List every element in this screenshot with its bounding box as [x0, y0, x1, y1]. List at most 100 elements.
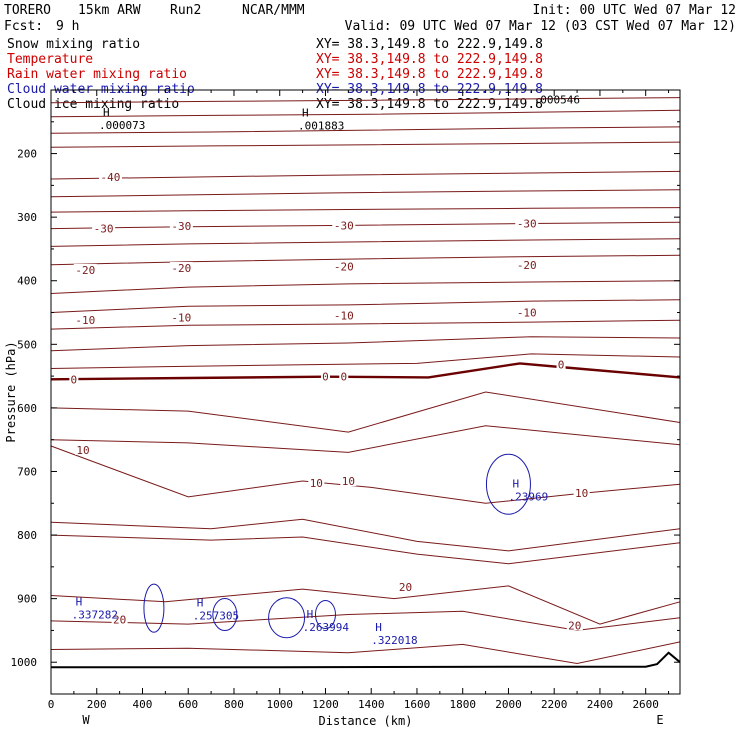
contour-label: -20 — [75, 264, 95, 277]
temperature-contour — [50, 299, 681, 313]
contour-label: -10 — [75, 314, 95, 327]
contour-label-bg — [73, 314, 97, 326]
freezing-level-contour — [50, 362, 681, 381]
terrain-line — [51, 651, 681, 669]
maximum-mark: H — [307, 608, 314, 621]
x-tick-label: 200 — [87, 698, 107, 711]
run-label: Run2 — [170, 3, 201, 18]
x-tick-label: 2600 — [632, 698, 659, 711]
temperature-contour — [50, 319, 681, 330]
x-tick-label: 2400 — [587, 698, 614, 711]
contour-label-bg — [515, 258, 539, 270]
contour-label: 0 — [558, 359, 565, 372]
field-xy-range: XY= 38.3,149.8 to 222.9,149.8 — [316, 67, 543, 82]
maximum-mark: H — [302, 106, 309, 119]
x-tick-label: 1200 — [312, 698, 339, 711]
maximum-mark: H — [512, 478, 519, 491]
contour-label: -30 — [171, 220, 191, 233]
contour-label-bg — [566, 619, 583, 631]
cloud-water-contour — [212, 598, 238, 632]
maximum-value-label: .257305 — [193, 610, 239, 623]
field-name: Cloud ice mixing ratio — [7, 97, 179, 112]
maximum-value-label: .322018 — [371, 634, 417, 647]
contour-label: -10 — [171, 312, 191, 325]
contour-label: -20 — [334, 261, 354, 274]
maximum-value-label: .000073 — [99, 119, 145, 132]
contour-label-bg — [332, 219, 356, 231]
contour-label-bg — [515, 217, 539, 229]
org-label: NCAR/MMM — [242, 3, 305, 18]
cloud-water-contour — [143, 583, 165, 633]
contour-label-bg — [573, 487, 590, 499]
temperature-contour — [50, 280, 681, 294]
x-tick-label: 800 — [224, 698, 244, 711]
temperature-contour — [50, 518, 681, 552]
contour-label-bg — [339, 370, 349, 382]
contour-label: 0 — [340, 371, 347, 384]
contour-label: 0 — [71, 373, 78, 386]
contour-label-bg — [332, 309, 356, 321]
contour-label: 0 — [322, 371, 329, 384]
field-name: Rain water mixing ratio — [7, 67, 187, 82]
contour-label: 20 — [113, 614, 126, 627]
temperature-contour — [50, 109, 681, 118]
maximum-value-label: .337282 — [72, 608, 118, 621]
field-xy-range: XY= 38.3,149.8 to 222.9,149.8 — [316, 37, 543, 52]
maximum-mark: H — [197, 597, 204, 610]
temperature-contour — [50, 254, 681, 266]
temperature-contour — [50, 207, 681, 213]
x-tick-label: 1600 — [404, 698, 431, 711]
temperature-contour — [50, 141, 681, 148]
temperature-contour — [50, 353, 681, 369]
contour-label: -40 — [101, 171, 121, 184]
contour-label-bg — [169, 220, 193, 232]
maximum-mark: H — [103, 106, 110, 119]
contour-label-bg — [308, 476, 325, 488]
contour-label-bg — [320, 370, 330, 382]
temperature-contour — [50, 534, 681, 565]
contour-label-bg — [169, 311, 193, 323]
x-tick-label: 400 — [133, 698, 153, 711]
temperature-contour — [50, 221, 681, 230]
contour-label-bg — [340, 475, 357, 487]
x-tick-label: 1400 — [358, 698, 385, 711]
y-axis-label: Pressure (hPa) — [4, 341, 18, 442]
cloud-water-contour — [314, 600, 336, 630]
model-name: TORERO — [4, 3, 51, 18]
y-tick-label: 600 — [17, 402, 37, 415]
maximum-mark: H — [76, 595, 83, 608]
temperature-contour — [50, 238, 681, 247]
contour-label-bg — [397, 581, 414, 593]
y-tick-label: 900 — [17, 593, 37, 606]
east-label: E — [656, 713, 663, 727]
temperature-contour — [50, 391, 681, 433]
contour-label: 20 — [399, 581, 412, 594]
forecast-label: Fcst: — [4, 19, 43, 34]
contour-label-bg — [515, 306, 539, 318]
contour-label: 10 — [76, 444, 89, 457]
contour-label: -10 — [334, 310, 354, 323]
plot-frame — [50, 89, 681, 695]
field-xy-range: XY= 38.3,149.8 to 222.9,149.8 — [316, 52, 543, 67]
contour-label: -20 — [171, 262, 191, 275]
maximum-value-label: .000546 — [534, 93, 580, 106]
init-time: Init: 00 UTC Wed 07 Mar 12 — [533, 3, 737, 18]
y-tick-label: 300 — [17, 211, 37, 224]
contour-label: -30 — [517, 218, 537, 231]
contour-label-bg — [92, 222, 116, 234]
maximum-value-label: .001883 — [298, 119, 344, 132]
field-name: Temperature — [7, 52, 93, 67]
y-tick-label: 1000 — [11, 656, 38, 669]
contour-label: 10 — [342, 475, 355, 488]
temperature-contour — [50, 126, 681, 134]
y-tick-label: 800 — [17, 529, 37, 542]
y-tick-label: 500 — [17, 338, 37, 351]
temperature-contour — [50, 97, 681, 104]
contour-label-bg — [69, 373, 79, 385]
maximum-value-label: .263994 — [303, 621, 350, 634]
contour-label-bg — [75, 443, 92, 455]
plot-area: -40 -30 -30 -30 -30 -20 -20 -20 -20 -10 -10 -10 -10 0… — [4, 89, 681, 728]
y-tick-label: 400 — [17, 275, 37, 288]
x-tick-label: 0 — [48, 698, 55, 711]
